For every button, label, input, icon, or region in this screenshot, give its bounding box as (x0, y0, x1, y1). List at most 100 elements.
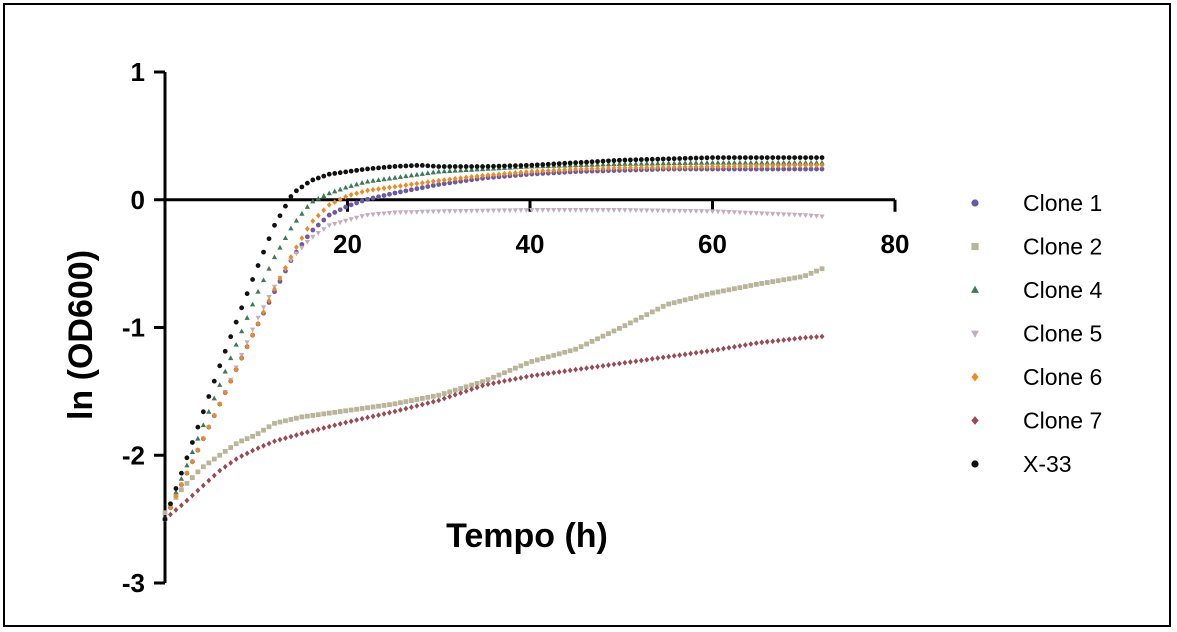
data-point (775, 162, 781, 169)
data-point (353, 181, 360, 187)
data-point (584, 165, 589, 172)
data-point (458, 209, 464, 214)
data-point (419, 171, 425, 176)
data-point (430, 169, 436, 175)
data-point (748, 155, 754, 160)
data-point (348, 192, 354, 198)
data-point (217, 363, 223, 369)
data-point (315, 426, 321, 433)
data-point (266, 236, 272, 242)
legend-marker (971, 242, 979, 251)
data-point (293, 217, 300, 223)
data-point (463, 388, 469, 394)
legend-item: Clone 2 (971, 234, 1102, 260)
data-point (808, 159, 814, 165)
data-point (332, 422, 338, 429)
data-point (781, 277, 787, 283)
data-point (814, 155, 819, 160)
data-point (693, 155, 699, 161)
data-point (606, 158, 611, 164)
data-point (502, 163, 507, 169)
data-point (819, 266, 825, 272)
data-point (775, 278, 781, 284)
data-point (764, 211, 770, 217)
data-point (239, 305, 245, 311)
data-point (496, 171, 502, 178)
data-point (715, 346, 721, 353)
data-point (365, 166, 370, 172)
data-point (688, 155, 693, 161)
legend-label: Clone 5 (1023, 321, 1102, 347)
data-point (179, 470, 184, 476)
data-point (408, 404, 414, 411)
data-point (606, 362, 611, 368)
data-point (403, 399, 409, 405)
data-point (556, 167, 562, 173)
data-point (266, 440, 272, 447)
data-point (288, 225, 294, 231)
data-point (266, 297, 272, 304)
data-point (283, 418, 288, 424)
data-point (365, 405, 370, 411)
data-point (770, 338, 776, 345)
legend-label: Clone 4 (1023, 277, 1102, 303)
data-point (255, 315, 261, 321)
data-point (704, 348, 710, 355)
data-point (786, 159, 792, 165)
data-point (644, 160, 650, 166)
data-point (644, 157, 650, 162)
data-point (545, 370, 551, 377)
data-point (397, 210, 404, 216)
data-point (299, 430, 305, 437)
data-point (803, 162, 808, 169)
data-point (337, 186, 343, 192)
data-point (436, 209, 442, 215)
data-point (261, 249, 266, 255)
data-point (283, 435, 288, 442)
data-point (222, 368, 228, 374)
data-point (365, 196, 370, 202)
data-point (447, 176, 453, 183)
data-point (244, 315, 250, 320)
data-point (233, 441, 239, 447)
data-point (408, 210, 415, 215)
data-point (480, 382, 485, 389)
data-point (179, 502, 184, 509)
data-point (518, 363, 524, 369)
data-point (469, 164, 474, 169)
data-point (463, 164, 469, 169)
data-point (797, 155, 803, 160)
data-point (759, 211, 765, 217)
data-point (737, 163, 743, 170)
data-point (513, 376, 518, 382)
data-point (753, 166, 759, 172)
data-point (310, 177, 316, 183)
data-point (786, 276, 792, 282)
series-clone-1 (162, 166, 825, 522)
data-point (715, 159, 721, 165)
data-point (239, 328, 245, 334)
data-point (721, 288, 726, 294)
data-point (584, 365, 589, 372)
data-point (710, 290, 715, 296)
data-point (742, 163, 748, 169)
data-point (589, 165, 595, 172)
data-point (496, 379, 502, 386)
data-point (813, 214, 820, 219)
data-point (162, 516, 168, 522)
data-point (332, 409, 338, 415)
data-point (775, 159, 781, 165)
data-point (447, 180, 453, 186)
data-point (228, 445, 234, 450)
data-point (244, 340, 250, 346)
data-point (370, 413, 376, 420)
data-point (255, 263, 261, 268)
data-point (364, 178, 371, 184)
data-point (770, 166, 776, 172)
y-tick-label: -3 (122, 568, 145, 598)
data-point (595, 159, 600, 164)
data-point (321, 217, 327, 223)
data-point (299, 210, 305, 216)
data-point (430, 393, 436, 399)
